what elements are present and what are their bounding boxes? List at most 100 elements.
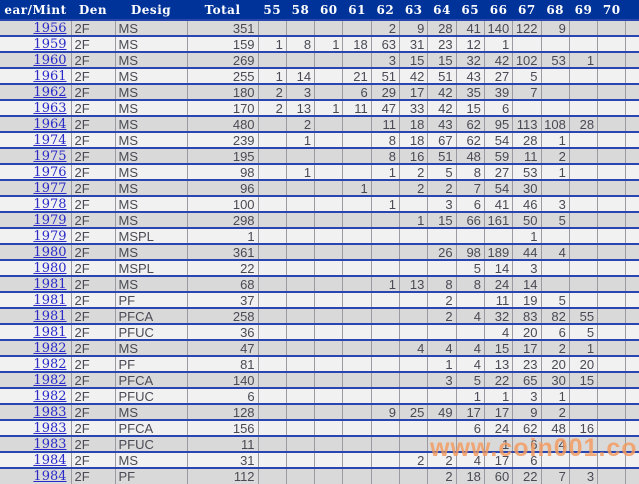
- grade-58-cell: 2: [285, 116, 315, 132]
- year-link[interactable]: 1956: [33, 21, 67, 36]
- year-link[interactable]: 1980: [33, 245, 67, 260]
- grade-58-cell: 3: [285, 84, 315, 100]
- year-link[interactable]: 1963: [33, 101, 67, 116]
- grade-60-cell: 1: [314, 100, 343, 116]
- grade-65-cell: 62: [455, 116, 485, 132]
- den-cell: 2F: [70, 68, 116, 84]
- grade-62-cell: [370, 244, 400, 260]
- table-row: 1983 2F PFUC 11 1 6 4: [0, 436, 639, 452]
- year-link[interactable]: 1983: [33, 405, 67, 420]
- year-link[interactable]: 1959: [33, 37, 67, 52]
- den-cell: 2F: [70, 196, 116, 212]
- year-link[interactable]: 1984: [33, 469, 67, 484]
- grade-63-cell: [399, 292, 428, 308]
- grade-67-cell: 9: [512, 404, 542, 420]
- year-link[interactable]: 1961: [33, 69, 67, 84]
- year-link[interactable]: 1962: [33, 85, 67, 100]
- table-row: 1984 2F MS 31 2 2 4 17 6: [0, 452, 639, 468]
- grade-70-cell: [597, 356, 626, 372]
- grade-66-cell: 1: [483, 388, 513, 404]
- grade-62-cell: [370, 372, 400, 388]
- year-link[interactable]: 1981: [33, 277, 67, 292]
- grade-58-cell: [285, 388, 315, 404]
- grade-68-cell: 4: [540, 436, 570, 452]
- year-link[interactable]: 1983: [33, 437, 67, 452]
- desig-cell: MSPL: [114, 260, 188, 276]
- stub-cell: [625, 84, 639, 100]
- grade-70-cell: [597, 324, 626, 340]
- grade-68-cell: 6: [540, 324, 570, 340]
- total-cell: 6: [186, 388, 259, 404]
- grade-67-cell: 102: [512, 52, 542, 68]
- year-link[interactable]: 1975: [33, 149, 67, 164]
- grade-60-cell: [314, 308, 343, 324]
- year-link[interactable]: 1982: [33, 341, 67, 356]
- desig-cell: MS: [114, 212, 188, 228]
- total-cell: 239: [186, 132, 259, 148]
- grade-68-cell: 30: [540, 372, 570, 388]
- desig-cell: MS: [114, 244, 188, 260]
- year-link[interactable]: 1979: [33, 229, 67, 244]
- grade-62-cell: [370, 452, 400, 468]
- grade-58-cell: [285, 292, 315, 308]
- grade-62-cell: [370, 468, 400, 484]
- year-link[interactable]: 1979: [33, 213, 67, 228]
- grade-65-cell: 1: [455, 388, 485, 404]
- grade-64-cell: 51: [427, 68, 457, 84]
- year-link[interactable]: 1981: [33, 325, 67, 340]
- grade-69-cell: 28: [568, 116, 598, 132]
- grade-64-cell: 42: [427, 84, 457, 100]
- grade-67-cell: 11: [512, 148, 542, 164]
- year-link[interactable]: 1976: [33, 165, 67, 180]
- grade-61-cell: [342, 436, 372, 452]
- grade-61-cell: [342, 148, 372, 164]
- grade-60-cell: [314, 340, 343, 356]
- year-link[interactable]: 1983: [33, 421, 67, 436]
- year-cell: 1981: [0, 308, 71, 324]
- den-cell: 2F: [70, 308, 116, 324]
- grade-68-cell: 48: [540, 420, 570, 436]
- desig-cell: MS: [114, 36, 188, 52]
- grade-64-cell: [427, 388, 457, 404]
- den-cell: 2F: [70, 180, 116, 196]
- grade-63-cell: [399, 468, 428, 484]
- grade-63-cell: 31: [399, 36, 428, 52]
- grade-65-cell: 41: [455, 20, 485, 36]
- year-link[interactable]: 1981: [33, 309, 67, 324]
- year-link[interactable]: 1981: [33, 293, 67, 308]
- total-cell: 81: [186, 356, 259, 372]
- year-link[interactable]: 1982: [33, 373, 67, 388]
- grade-67-cell: 3: [512, 388, 542, 404]
- year-link[interactable]: 1980: [33, 261, 67, 276]
- year-link[interactable]: 1960: [33, 53, 67, 68]
- grade-55-cell: [257, 388, 287, 404]
- grade-63-cell: 18: [399, 116, 428, 132]
- grade-65-cell: 43: [455, 68, 485, 84]
- grade-62-cell: [370, 260, 400, 276]
- desig-cell: MS: [114, 180, 188, 196]
- grade-65-cell: 6: [455, 420, 485, 436]
- year-cell: 1976: [0, 164, 71, 180]
- table-row: 1977 2F MS 96 1 2 2 7 54 30: [0, 180, 639, 196]
- desig-cell: MS: [114, 452, 188, 468]
- year-link[interactable]: 1977: [33, 181, 67, 196]
- year-link[interactable]: 1982: [33, 357, 67, 372]
- grade-65-cell: [455, 324, 485, 340]
- grade-63-cell: [399, 260, 428, 276]
- year-link[interactable]: 1978: [33, 197, 67, 212]
- grade-65-cell: 15: [455, 100, 485, 116]
- grade-69-cell: [568, 260, 598, 276]
- year-link[interactable]: 1984: [33, 453, 67, 468]
- column-header-65: 65: [456, 0, 485, 20]
- stub-cell: [625, 372, 639, 388]
- stub-cell: [625, 36, 639, 52]
- stub-cell: [625, 180, 639, 196]
- desig-cell: MS: [114, 20, 188, 36]
- year-link[interactable]: 1964: [33, 117, 67, 132]
- grade-68-cell: [540, 260, 570, 276]
- grade-64-cell: 23: [427, 36, 457, 52]
- year-link[interactable]: 1974: [33, 133, 67, 148]
- grade-58-cell: [285, 436, 315, 452]
- year-link[interactable]: 1982: [33, 389, 67, 404]
